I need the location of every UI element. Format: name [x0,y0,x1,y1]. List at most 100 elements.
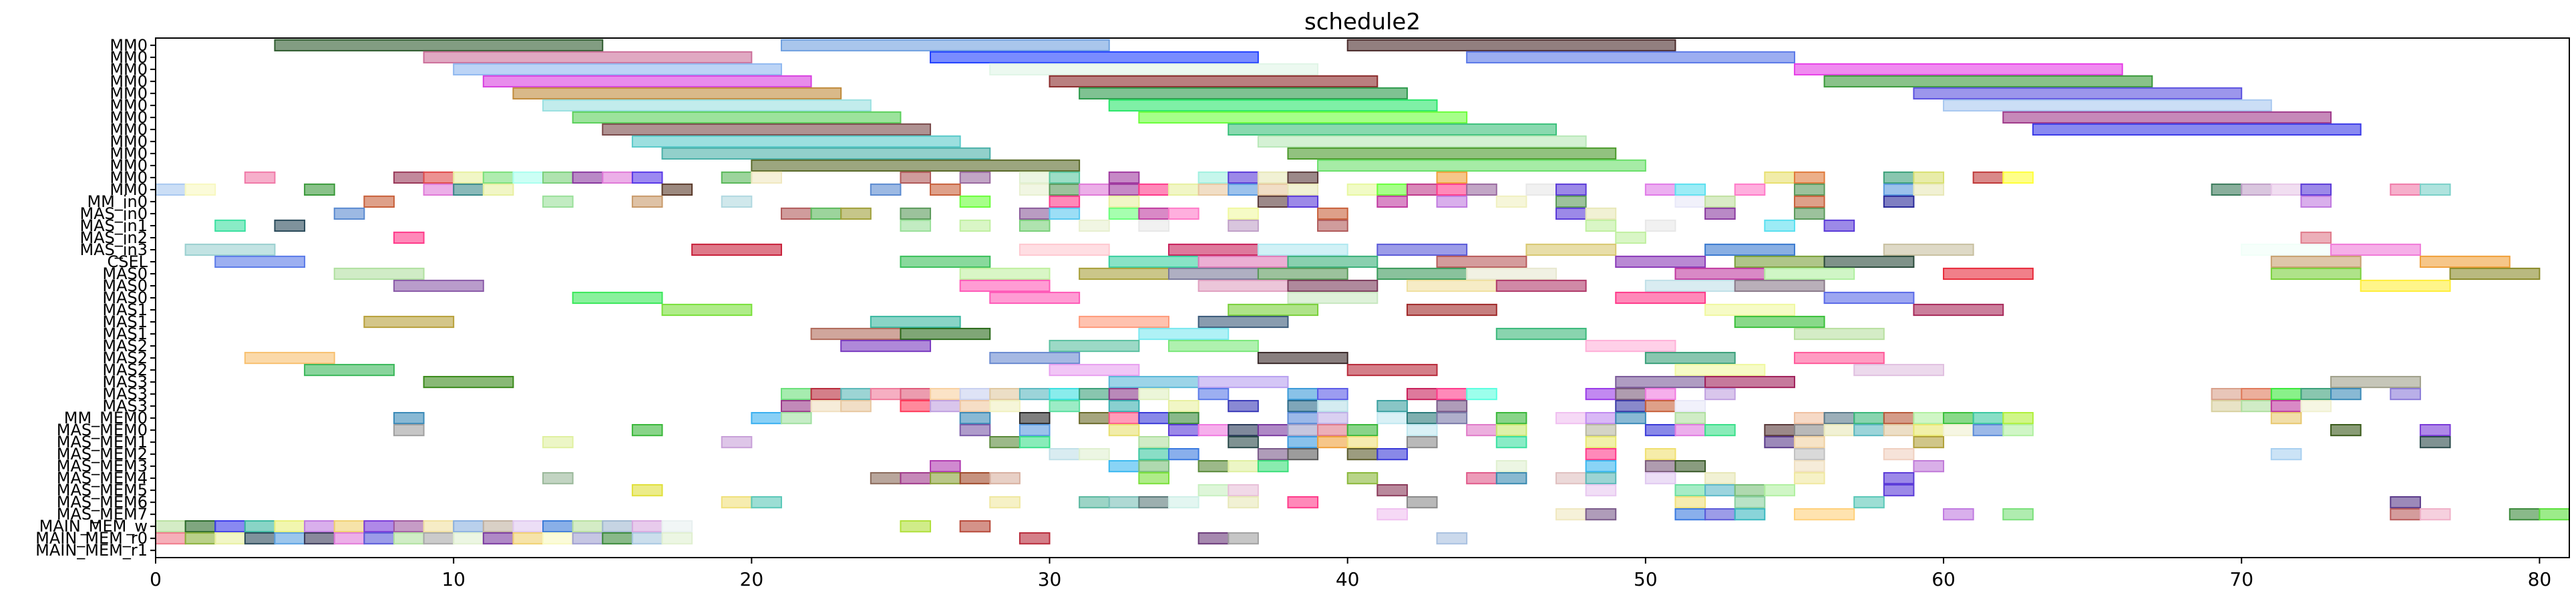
schedule-bar [1228,484,1259,497]
schedule-bar [1913,460,1945,473]
schedule-bar [1138,472,1169,485]
schedule-bar [631,532,663,545]
schedule-bar [751,411,782,425]
schedule-bar [512,532,544,545]
schedule-bar [1287,183,1319,196]
schedule-bar [959,171,991,184]
schedule-bar [900,327,991,341]
schedule-bar [1644,472,1676,485]
schedule-bar [1674,508,1706,521]
schedule-bar [1167,496,1200,509]
schedule-bar [2330,375,2421,389]
schedule-bar [1883,243,1974,256]
schedule-bar [1228,183,1259,196]
schedule-bar [1228,171,1259,184]
schedule-bar [333,532,365,545]
schedule-bar [1644,399,1676,413]
y-tick-label: MAS_MEM6 [57,493,148,512]
schedule-bar [751,159,1081,172]
x-tick-label: 40 [1336,568,1360,590]
schedule-bar [1138,219,1169,232]
schedule-bar [1734,315,1825,329]
schedule-bar [333,207,365,220]
schedule-bar [1823,291,1915,305]
schedule-bar [1019,207,1051,220]
schedule-bar [363,532,395,545]
schedule-bar [661,147,991,160]
schedule-bar [572,291,663,305]
schedule-bar [661,520,693,533]
schedule-bar [304,520,335,533]
schedule-bar [1198,171,1230,184]
schedule-bar [1198,375,1289,389]
schedule-bar [1079,219,1110,232]
schedule-bar [661,183,693,196]
schedule-bar [1198,484,1230,497]
schedule-bar [1734,508,1766,521]
schedule-bar [1108,496,1140,509]
schedule-bar [1466,183,1497,196]
schedule-bar [2002,111,2332,124]
schedule-bar [1644,423,1676,437]
schedule-bar [1228,399,1259,413]
schedule-bar [1257,423,1289,437]
schedule-bar [363,315,455,329]
schedule-bar [542,472,574,485]
schedule-bar [1138,207,1169,220]
schedule-bar [2419,508,2451,521]
y-tick-label: CSEL [107,252,148,271]
y-tick-label: MAS3 [102,373,148,391]
schedule-bar [1049,448,1081,461]
schedule-bar [423,532,455,545]
schedule-bar [2032,123,2362,136]
schedule-bar [1913,87,2243,99]
schedule-bar [1287,171,1319,184]
schedule-bar [900,171,932,184]
schedule-bar [244,520,276,533]
y-tick-label: MM0 [110,72,148,91]
schedule-bar [1466,51,1795,63]
schedule-bar [1674,363,1766,377]
schedule-bar [780,399,812,413]
schedule-bar [1674,267,1766,280]
schedule-bar [1883,484,1915,497]
schedule-bar [244,351,335,365]
schedule-bar [1764,219,1795,232]
schedule-bar [1346,436,1378,449]
schedule-bar [2390,508,2421,521]
schedule-bar [1495,195,1527,208]
schedule-bar [959,520,991,533]
schedule-bar [1823,255,1915,268]
schedule-bar [1376,411,1408,425]
schedule-bar [780,387,812,401]
schedule-bar [304,183,335,196]
schedule-bar [1228,219,1259,232]
schedule-bar [393,532,425,545]
schedule-bar [840,387,872,401]
schedule-bar [1555,207,1587,220]
y-tick-label: MAS_MEM1 [57,433,148,451]
schedule-bar [393,231,425,244]
schedule-bar [989,472,1021,485]
schedule-bar [1466,387,1497,401]
schedule-bar [542,195,574,208]
schedule-bar [1495,472,1527,485]
schedule-bar [1167,267,1259,280]
schedule-bar [1704,375,1795,389]
schedule-bar [2002,411,2034,425]
schedule-bar [1346,448,1378,461]
schedule-bar [423,51,753,63]
schedule-bar [1585,472,1617,485]
y-tick-label: MM0 [110,36,148,55]
schedule-bar [1257,243,1348,256]
schedule-bar [1436,183,1468,196]
schedule-bar [900,207,932,220]
schedule-bar [244,532,276,545]
schedule-bar [2419,255,2511,268]
schedule-bar [1049,399,1081,413]
y-tick-label: MM0 [110,60,148,79]
schedule-bar [1436,532,1468,545]
schedule-bar [363,195,395,208]
y-tick-label: MAIN_MEM_r1 [35,541,148,560]
schedule-bar [1585,423,1617,437]
